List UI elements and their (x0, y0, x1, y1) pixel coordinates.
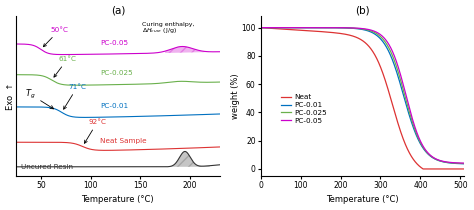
PC-0.025 (258, 26, 264, 29)
PC-0.05 (462, 162, 467, 164)
PC-0.05 (357, 27, 363, 30)
Text: Neat Sample: Neat Sample (100, 138, 147, 144)
PC-0.05 (456, 162, 461, 164)
X-axis label: Temperature (°C): Temperature (°C) (326, 196, 399, 205)
PC-0.01 (357, 28, 363, 30)
PC-0.01 (456, 162, 461, 165)
Text: PC-0.025: PC-0.025 (100, 70, 133, 76)
PC-0.05 (456, 162, 461, 164)
Line: PC-0.025: PC-0.025 (261, 28, 465, 164)
Text: 92°C: 92°C (84, 119, 107, 143)
PC-0.01 (351, 27, 357, 30)
PC-0.025 (357, 27, 363, 30)
Y-axis label: Exo  ↑: Exo ↑ (6, 83, 15, 110)
PC-0.01 (418, 144, 424, 146)
Text: $\Delta H_{cure}$ (J/g): $\Delta H_{cure}$ (J/g) (142, 26, 177, 35)
Text: PC-0.01: PC-0.01 (100, 103, 128, 109)
Neat (258, 26, 264, 29)
Legend: Neat, PC-0.01, PC-0.025, PC-0.05: Neat, PC-0.01, PC-0.025, PC-0.05 (279, 91, 330, 127)
PC-0.025 (456, 162, 461, 165)
Text: 71°C: 71°C (64, 84, 87, 109)
PC-0.01 (462, 163, 467, 165)
Title: (a): (a) (110, 5, 125, 16)
Line: PC-0.05: PC-0.05 (261, 28, 465, 163)
Line: PC-0.01: PC-0.01 (261, 28, 465, 164)
PC-0.025 (456, 162, 461, 165)
Neat (456, 168, 461, 170)
Line: Neat: Neat (261, 28, 465, 169)
Text: 50°C: 50°C (44, 27, 69, 47)
Title: (b): (b) (355, 5, 370, 16)
Y-axis label: weight (%): weight (%) (231, 73, 240, 119)
PC-0.05 (418, 141, 424, 144)
PC-0.01 (258, 26, 264, 29)
Neat (268, 27, 274, 30)
Neat (357, 38, 363, 40)
Text: Curing enthalpy,: Curing enthalpy, (142, 22, 195, 27)
PC-0.025 (462, 162, 467, 165)
Text: 61°C: 61°C (54, 56, 77, 77)
Neat (351, 35, 357, 38)
PC-0.05 (268, 26, 274, 29)
Text: PC-0.05: PC-0.05 (100, 40, 128, 46)
Neat (462, 168, 467, 170)
PC-0.025 (418, 143, 424, 145)
Neat (420, 168, 426, 170)
PC-0.01 (456, 162, 461, 165)
Text: Uncured Resin: Uncured Resin (21, 164, 73, 170)
X-axis label: Temperature (°C): Temperature (°C) (82, 196, 154, 205)
PC-0.05 (258, 26, 264, 29)
Text: $T_g$: $T_g$ (25, 88, 54, 109)
PC-0.025 (268, 26, 274, 29)
Neat (456, 168, 461, 170)
PC-0.025 (351, 27, 357, 29)
PC-0.05 (351, 27, 357, 29)
PC-0.01 (268, 26, 274, 29)
Neat (418, 166, 424, 169)
